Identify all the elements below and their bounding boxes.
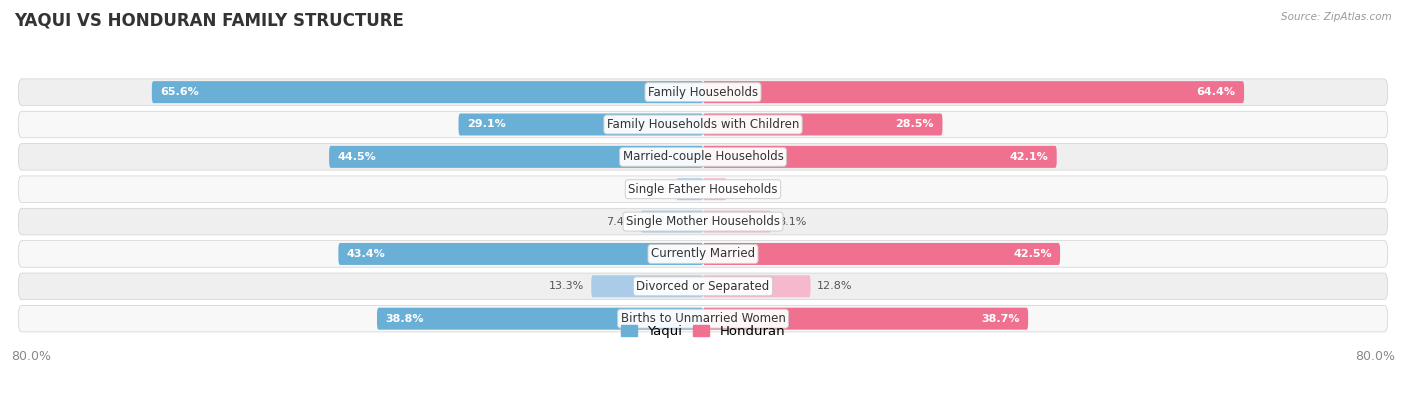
- FancyBboxPatch shape: [458, 113, 703, 135]
- FancyBboxPatch shape: [703, 275, 810, 297]
- Text: 28.5%: 28.5%: [896, 120, 934, 130]
- Text: Single Father Households: Single Father Households: [628, 183, 778, 196]
- Text: Single Mother Households: Single Mother Households: [626, 215, 780, 228]
- FancyBboxPatch shape: [152, 81, 703, 103]
- FancyBboxPatch shape: [18, 208, 1388, 235]
- FancyBboxPatch shape: [703, 146, 1057, 168]
- Text: 38.7%: 38.7%: [981, 314, 1019, 324]
- FancyBboxPatch shape: [703, 81, 1244, 103]
- FancyBboxPatch shape: [18, 144, 1388, 170]
- FancyBboxPatch shape: [703, 211, 770, 233]
- FancyBboxPatch shape: [641, 211, 703, 233]
- Text: 43.4%: 43.4%: [347, 249, 385, 259]
- Text: 7.4%: 7.4%: [606, 216, 634, 227]
- Text: 2.8%: 2.8%: [734, 184, 762, 194]
- Text: 8.1%: 8.1%: [778, 216, 806, 227]
- FancyBboxPatch shape: [339, 243, 703, 265]
- FancyBboxPatch shape: [18, 79, 1388, 105]
- Text: 38.8%: 38.8%: [385, 314, 425, 324]
- FancyBboxPatch shape: [18, 305, 1388, 332]
- Text: 44.5%: 44.5%: [337, 152, 377, 162]
- Text: YAQUI VS HONDURAN FAMILY STRUCTURE: YAQUI VS HONDURAN FAMILY STRUCTURE: [14, 12, 404, 30]
- Text: Births to Unmarried Women: Births to Unmarried Women: [620, 312, 786, 325]
- FancyBboxPatch shape: [377, 308, 703, 330]
- Text: 42.1%: 42.1%: [1010, 152, 1049, 162]
- FancyBboxPatch shape: [703, 243, 1060, 265]
- FancyBboxPatch shape: [18, 176, 1388, 203]
- Text: Married-couple Households: Married-couple Households: [623, 150, 783, 164]
- Text: Family Households: Family Households: [648, 86, 758, 99]
- FancyBboxPatch shape: [592, 275, 703, 297]
- FancyBboxPatch shape: [703, 308, 1028, 330]
- Text: 12.8%: 12.8%: [817, 281, 853, 291]
- Text: 42.5%: 42.5%: [1014, 249, 1052, 259]
- Text: 3.2%: 3.2%: [641, 184, 669, 194]
- Text: 13.3%: 13.3%: [550, 281, 585, 291]
- FancyBboxPatch shape: [703, 178, 727, 200]
- FancyBboxPatch shape: [329, 146, 703, 168]
- Text: 64.4%: 64.4%: [1197, 87, 1236, 97]
- FancyBboxPatch shape: [676, 178, 703, 200]
- FancyBboxPatch shape: [18, 241, 1388, 267]
- Text: Currently Married: Currently Married: [651, 247, 755, 260]
- Text: 29.1%: 29.1%: [467, 120, 506, 130]
- FancyBboxPatch shape: [18, 111, 1388, 138]
- FancyBboxPatch shape: [703, 113, 942, 135]
- Text: 65.6%: 65.6%: [160, 87, 200, 97]
- Legend: Yaqui, Honduran: Yaqui, Honduran: [621, 325, 785, 339]
- FancyBboxPatch shape: [18, 273, 1388, 299]
- Text: Divorced or Separated: Divorced or Separated: [637, 280, 769, 293]
- Text: Family Households with Children: Family Households with Children: [607, 118, 799, 131]
- Text: Source: ZipAtlas.com: Source: ZipAtlas.com: [1281, 12, 1392, 22]
